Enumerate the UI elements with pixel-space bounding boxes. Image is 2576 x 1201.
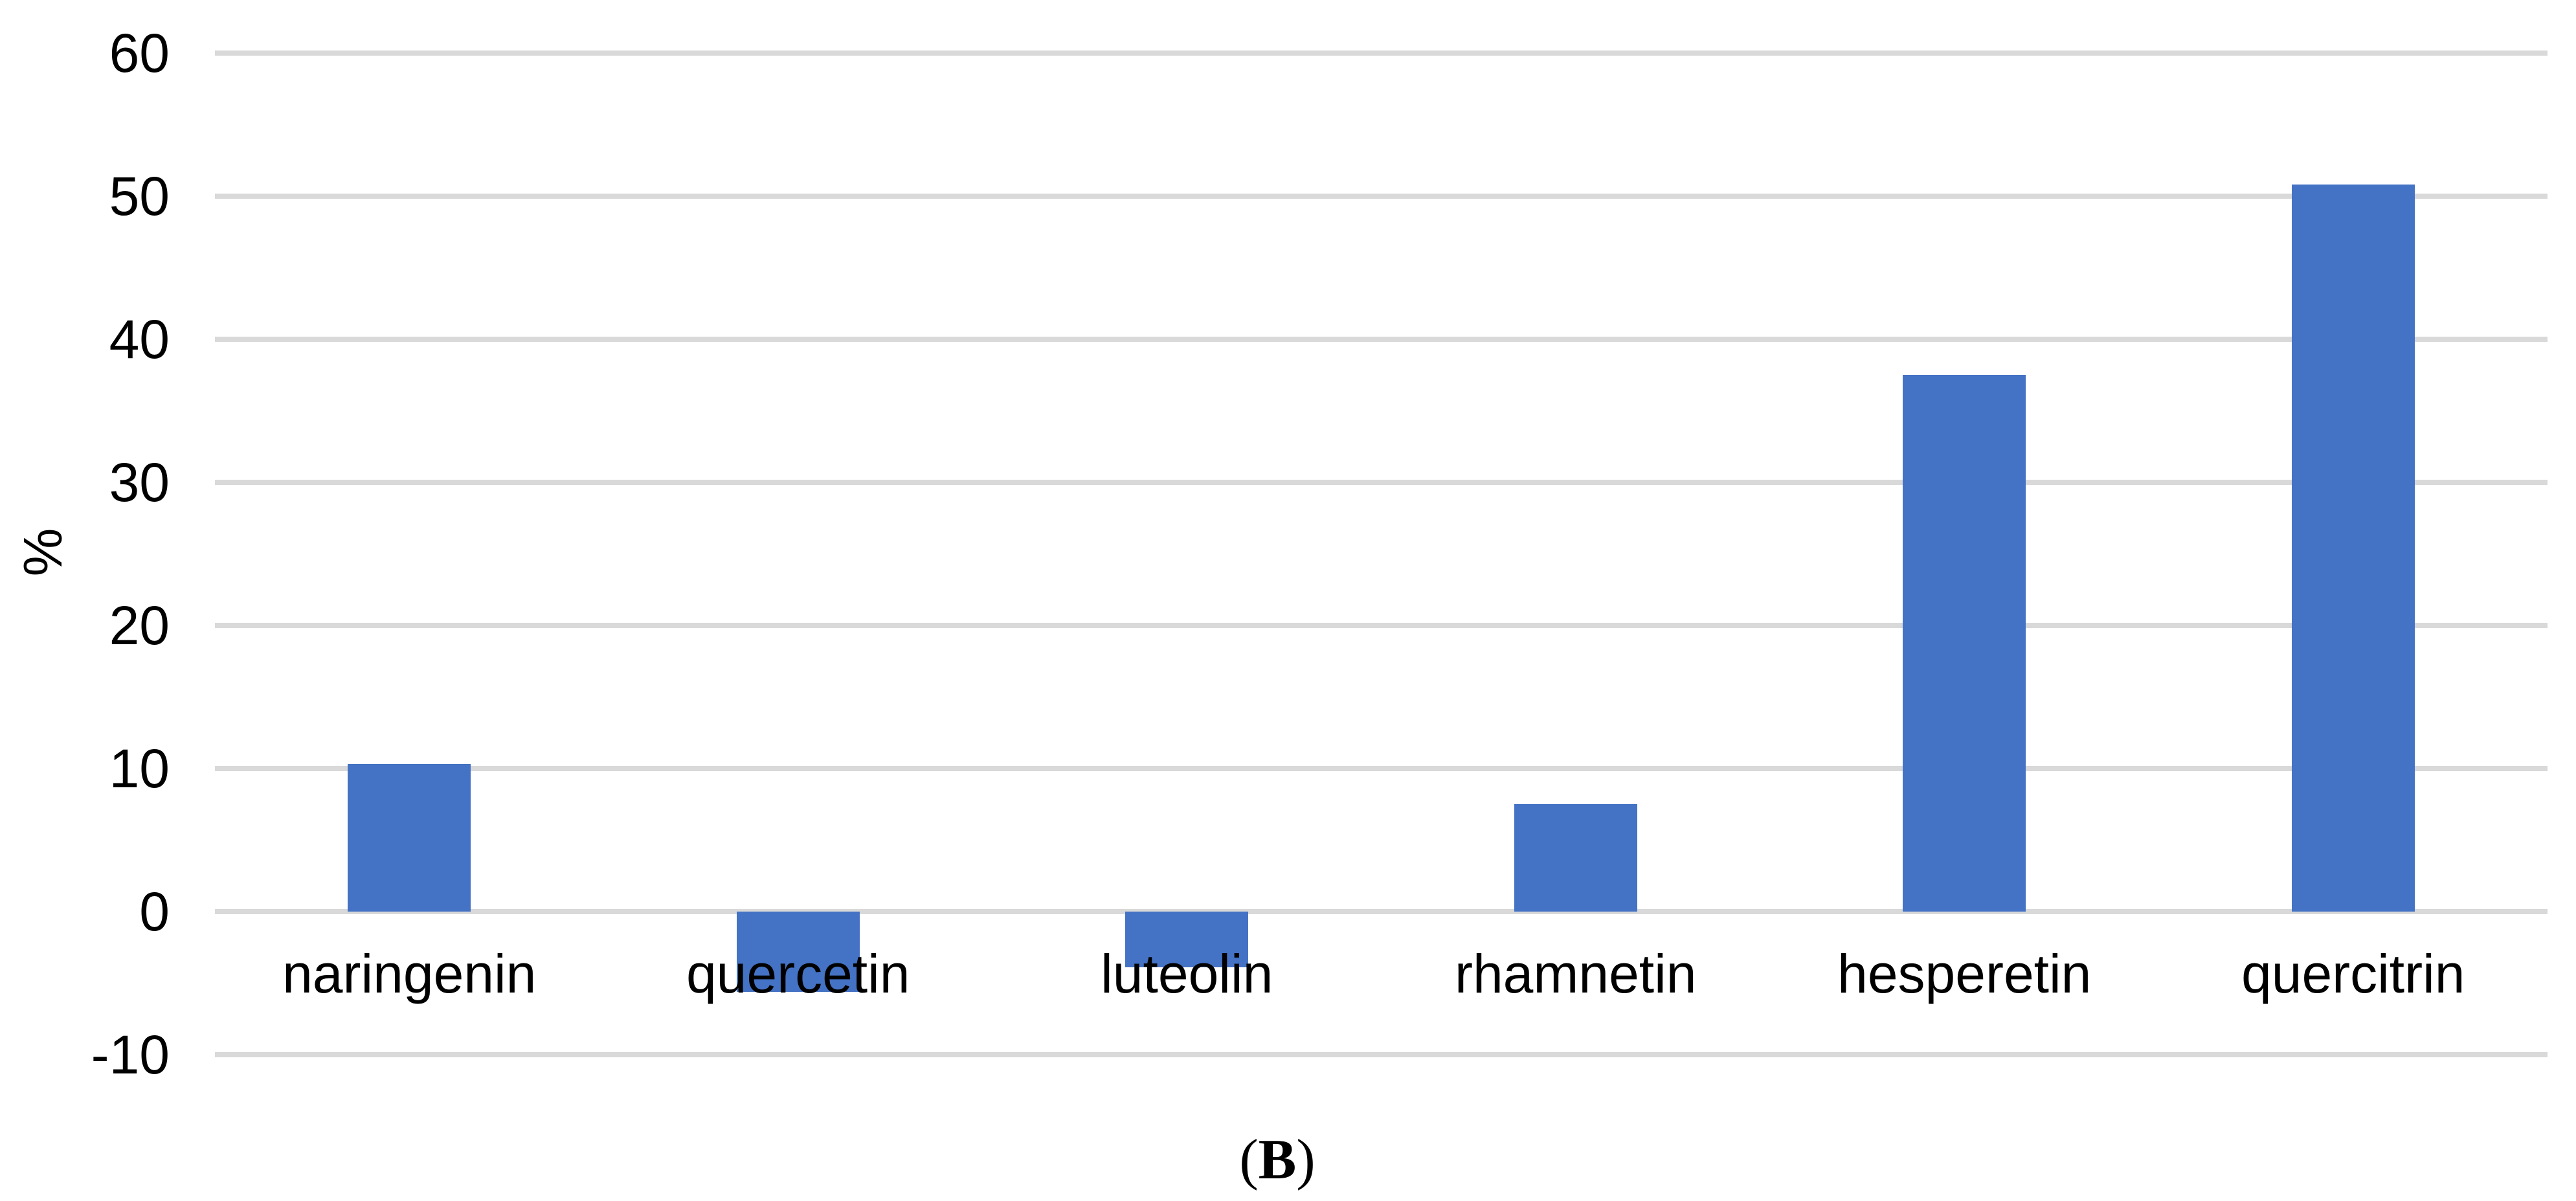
- bar-luteolin: [1125, 912, 1249, 968]
- x-axis-label-quercetin: quercetin: [686, 943, 910, 1004]
- gridline--10: [215, 1052, 2548, 1057]
- y-tick-label-40: 40: [109, 309, 170, 370]
- y-tick-label-20: 20: [109, 595, 170, 656]
- gridline-50: [215, 194, 2548, 199]
- y-tick-label-60: 60: [109, 23, 170, 84]
- bar-rhamnetin: [1514, 804, 1637, 912]
- caption-paren-open: (: [1239, 1128, 1259, 1191]
- x-axis-label-rhamnetin: rhamnetin: [1454, 943, 1697, 1004]
- gridline-0: [215, 909, 2548, 914]
- x-axis-label-quercitrin: quercitrin: [2241, 943, 2465, 1004]
- caption-letter: B: [1258, 1128, 1297, 1191]
- y-axis-title: %: [12, 528, 73, 577]
- gridline-60: [215, 51, 2548, 56]
- gridline-40: [215, 337, 2548, 342]
- x-axis-label-naringenin: naringenin: [282, 943, 537, 1004]
- gridline-30: [215, 480, 2548, 485]
- y-tick-label-50: 50: [109, 166, 170, 227]
- y-tick-label-30: 30: [109, 452, 170, 513]
- y-tick-label-0: 0: [139, 881, 170, 942]
- y-tick-label--10: -10: [91, 1024, 170, 1085]
- figure-caption: (B): [1239, 1132, 1315, 1189]
- y-tick-label-10: 10: [109, 738, 170, 799]
- gridline-20: [215, 623, 2548, 628]
- x-axis-label-hesperetin: hesperetin: [1837, 943, 2092, 1004]
- bar-hesperetin: [1903, 375, 2026, 912]
- x-axis-label-luteolin: luteolin: [1101, 943, 1273, 1004]
- bar-quercitrin: [2291, 185, 2415, 912]
- gridline-10: [215, 766, 2548, 771]
- caption-paren-close: ): [1296, 1128, 1316, 1191]
- bar-quercetin: [736, 912, 860, 992]
- bar-naringenin: [348, 764, 471, 912]
